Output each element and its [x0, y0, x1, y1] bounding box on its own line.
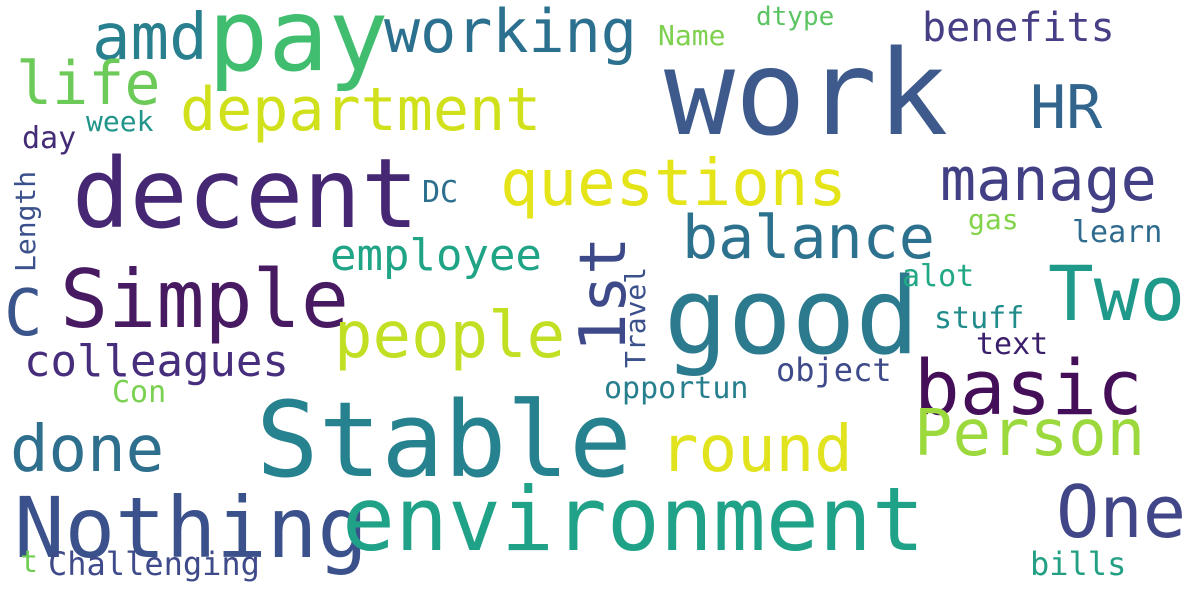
word-good: good: [664, 255, 920, 378]
word-round: round: [660, 413, 853, 487]
word-person: Person: [914, 397, 1146, 471]
word-amd: amd: [92, 1, 208, 75]
word-benefits: benefits: [922, 5, 1115, 51]
word-simple: Simple: [60, 253, 349, 346]
word-travel: Travel: [619, 266, 652, 368]
word-t: t: [20, 545, 39, 580]
word-length: Length: [9, 170, 42, 272]
word-opportun: opportun: [604, 371, 749, 406]
word-nothing: Nothing: [14, 479, 369, 577]
word-balance: balance: [682, 203, 935, 273]
word-gas: gas: [968, 203, 1019, 236]
word-work: work: [664, 24, 949, 162]
word-decent: decent: [72, 138, 419, 250]
word-con: Con: [112, 375, 167, 410]
word-questions: questions: [500, 147, 847, 221]
word-employee: employee: [330, 230, 542, 281]
word-life: life: [16, 49, 161, 119]
word-pay: pay: [208, 0, 389, 94]
word-working: working: [384, 0, 637, 67]
word-name: Name: [658, 19, 726, 52]
word-dc: DC: [422, 175, 459, 210]
word-manage: manage: [940, 145, 1157, 215]
word-two: Two: [1048, 249, 1186, 338]
word-people: people: [334, 299, 566, 373]
word-bills: bills: [1030, 545, 1127, 583]
word-environment: environment: [342, 468, 925, 571]
word-hr: HR: [1030, 73, 1103, 143]
word-learn: learn: [1072, 215, 1163, 250]
word-one: One: [1056, 470, 1187, 554]
word-object: object: [776, 351, 892, 389]
word-alot: alot: [902, 259, 975, 294]
word-stuff: stuff: [934, 301, 1025, 336]
word-challenging: Challenging: [48, 545, 260, 583]
word-week: week: [86, 105, 154, 138]
word-dtype: dtype: [756, 2, 835, 32]
word-c: C: [4, 277, 43, 351]
word-colleagues: colleagues: [24, 336, 289, 387]
word-text: text: [976, 327, 1049, 362]
word-day: day: [22, 121, 77, 156]
word-done: done: [10, 413, 165, 487]
word-basic: basic: [914, 343, 1143, 432]
word-department: department: [180, 75, 542, 145]
word-stable: Stable: [256, 379, 632, 501]
